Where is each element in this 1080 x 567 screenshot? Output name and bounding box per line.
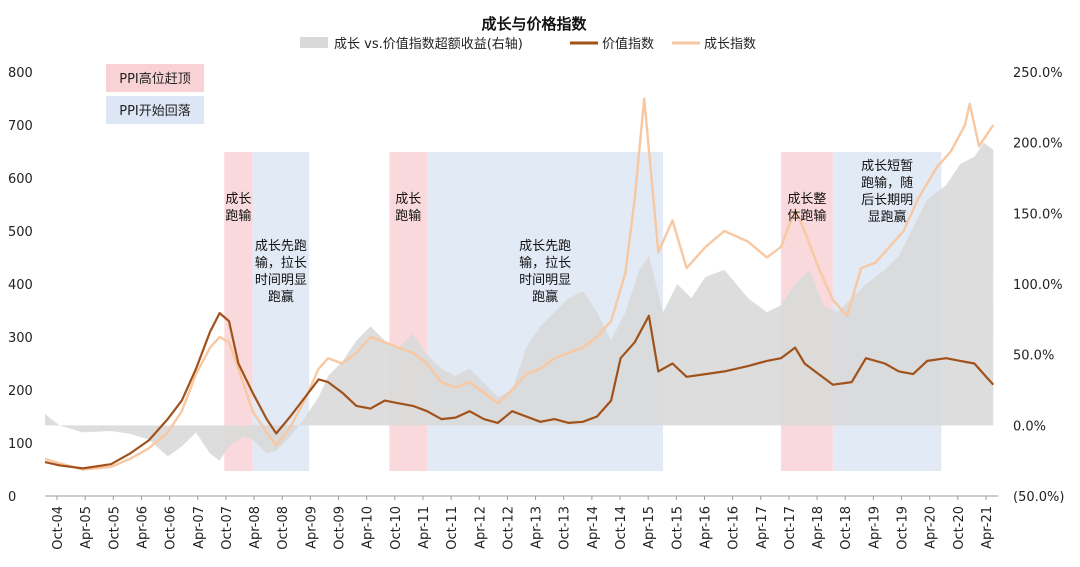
y-right-tick-label: 50.0% (1013, 349, 1054, 364)
x-tick-label: Apr-10 (361, 506, 376, 549)
legend-value-label: 价值指数 (602, 36, 654, 52)
x-tick-label: Apr-20 (924, 506, 939, 549)
x-tick-label: Oct-11 (445, 506, 460, 550)
y-left-tick-label: 800 (8, 66, 33, 81)
x-tick-label: Apr-11 (417, 506, 432, 549)
legend: PPI高位赶顶 PPI开始回落 成长 vs.价值指数超额收益(右轴) 价值指数 成长指数 (106, 36, 756, 124)
x-tick-label: Apr-09 (304, 506, 319, 549)
x-tick-label: Apr-18 (811, 506, 826, 549)
x-tick-label: Oct-04 (51, 506, 66, 550)
shaded-region-fall (252, 152, 310, 471)
x-tick-label: Oct-08 (276, 506, 291, 550)
index-lines-layer (44, 97, 995, 471)
y-left-tick-label: 0 (8, 490, 16, 505)
x-tick-label: Oct-12 (501, 506, 516, 550)
x-tick-label: Apr-08 (248, 506, 263, 549)
x-tick-label: Oct-19 (896, 506, 911, 550)
y-right-tick-label: 150.0% (1013, 207, 1063, 222)
x-tick-label: Apr-21 (980, 506, 995, 549)
region-annotation: 跑赢 (268, 289, 294, 305)
annotations: 成长跑输成长先跑输，拉长时间明显跑赢成长跑输成长先跑输，拉长时间明显跑赢成长整体… (225, 159, 913, 305)
y-left-tick-label: 200 (8, 384, 33, 399)
y-right-tick-label: 200.0% (1013, 137, 1063, 152)
y-right-tick-label: 0.0% (1013, 419, 1046, 434)
x-tick-label: Apr-16 (698, 506, 713, 549)
y-left-tick-label: 700 (8, 119, 33, 134)
legend-growth-label: 成长指数 (704, 37, 756, 52)
legend-ppi-fall-box (106, 96, 204, 124)
region-annotation: 跑输，随 (861, 175, 913, 191)
region-annotation: 显跑赢 (868, 209, 907, 225)
x-tick-label: Oct-10 (389, 506, 404, 550)
x-tick-label: Oct-15 (670, 506, 685, 550)
y-left-tick-label: 100 (8, 437, 33, 452)
legend-excess-label: 成长 vs.价值指数超额收益(右轴) (334, 36, 523, 52)
x-tick-label: Oct-20 (952, 506, 967, 550)
shaded-region-peak (224, 152, 253, 471)
x-tick-label: Apr-17 (755, 506, 770, 549)
x-tick-label: Oct-14 (614, 506, 629, 550)
x-tick-label: Apr-15 (642, 506, 657, 549)
value-index-line (44, 312, 995, 470)
x-tick-label: Oct-07 (220, 506, 235, 550)
x-tick-label: Oct-16 (727, 506, 742, 550)
y-left-tick-label: 600 (8, 172, 33, 187)
region-annotation: 后长期明 (861, 193, 913, 208)
region-annotation: 成长 (225, 192, 251, 207)
region-annotation: 成长先跑 (255, 239, 307, 254)
region-annotation: 跑输 (395, 208, 421, 224)
x-tick-label: Apr-07 (192, 506, 207, 549)
legend-ppi-peak-label: PPI高位赶顶 (119, 71, 191, 87)
x-tick-label: Apr-14 (586, 506, 601, 549)
x-tick-label: Oct-05 (107, 506, 122, 550)
y-left-tick-label: 500 (8, 225, 33, 240)
region-annotation: 跑输 (225, 208, 251, 224)
y-left-tick-label: 300 (8, 331, 33, 346)
x-tick-label: Apr-05 (79, 506, 94, 549)
x-tick-label: Oct-17 (783, 506, 798, 550)
region-annotation: 体跑输 (787, 208, 826, 224)
axes: 0 100 200 300 400 500 600 700 800 (50.0%) 0.0% 50.0… (8, 66, 1064, 550)
chart-title: 成长与价格指数 (481, 15, 587, 33)
growth-index-line (44, 97, 995, 471)
x-tick-label: Oct-06 (164, 506, 179, 550)
y-right-tick-label: (50.0%) (1013, 490, 1064, 505)
region-annotation: 成长整 (787, 192, 826, 207)
y-right-tick-label: 100.0% (1013, 278, 1063, 293)
x-tick-label: Oct-18 (839, 506, 854, 550)
x-tick-label: Apr-12 (473, 506, 488, 549)
region-annotation: 成长先跑 (519, 239, 571, 254)
x-tick-label: Apr-19 (867, 506, 882, 549)
excess-area-layer (45, 142, 994, 461)
excess-return-area (45, 142, 994, 461)
y-right-tick-label: 250.0% (1013, 66, 1063, 81)
x-tick-label: Oct-13 (558, 506, 573, 550)
x-tick-label: Apr-13 (530, 506, 545, 549)
region-annotation: 成长短暂 (861, 159, 913, 174)
legend-excess-swatch (300, 37, 328, 48)
region-annotation: 时间明显 (255, 273, 307, 288)
region-annotation: 输，拉长 (519, 255, 571, 271)
x-tick-label: Oct-09 (333, 506, 348, 550)
region-annotation: 跑赢 (532, 289, 558, 305)
x-tick-label: Apr-06 (135, 506, 150, 549)
legend-ppi-fall-label: PPI开始回落 (119, 104, 191, 119)
legend-ppi-peak-box (106, 64, 204, 92)
region-annotation: 输，拉长 (255, 255, 307, 271)
y-left-tick-label: 400 (8, 278, 33, 293)
region-annotation: 时间明显 (519, 273, 571, 288)
region-annotation: 成长 (395, 192, 421, 207)
